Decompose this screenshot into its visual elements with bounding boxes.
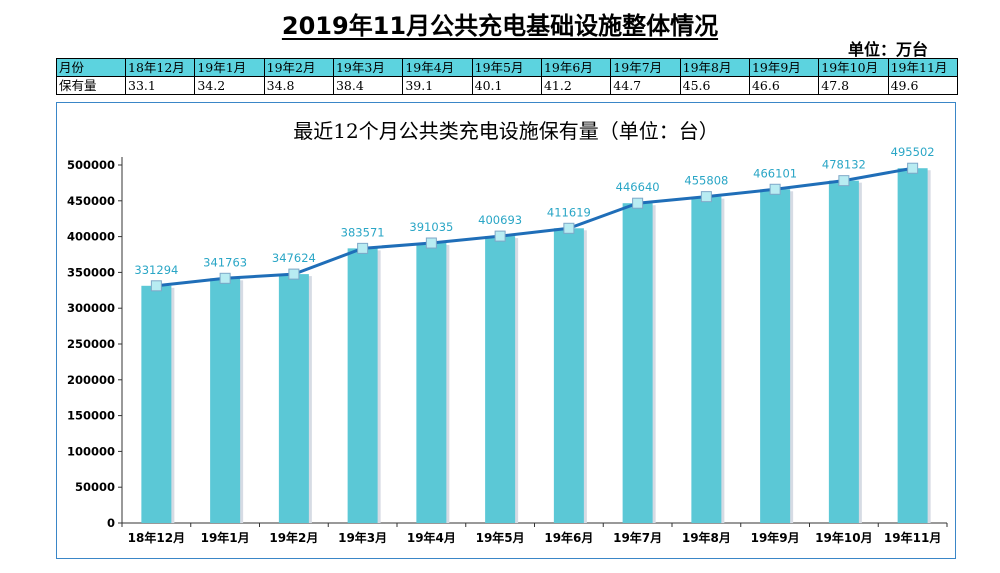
x-tick-label: 19年5月 [476, 530, 525, 545]
bar [210, 278, 241, 523]
bar [141, 285, 172, 523]
table-value-cell: 46.6 [748, 76, 820, 95]
line-marker [219, 272, 231, 284]
x-tick-label: 19年4月 [407, 530, 456, 545]
line-marker [769, 183, 781, 195]
line-marker [563, 222, 575, 234]
table-month-cell: 19年10月 [818, 58, 889, 77]
bar [347, 248, 378, 523]
table-month-cell: 19年4月 [402, 58, 473, 77]
y-tick-label: 0 [107, 516, 115, 530]
x-tick-label: 19年8月 [682, 530, 731, 545]
line-marker [907, 162, 919, 174]
data-label: 446640 [616, 180, 660, 194]
x-tick-label: 19年3月 [338, 530, 387, 545]
table-month-cell: 19年1月 [194, 58, 265, 77]
y-tick-label: 450000 [67, 194, 115, 208]
data-label: 400693 [478, 213, 522, 227]
table-value-cell: 40.1 [471, 76, 542, 95]
page-title-text: 2019年11月公共充电基础设施整体情况 [281, 12, 719, 40]
summary-table: 月份 18年12月 19年1月 19年2月 19年3月 19年4月 19年5月 19年6月 1… [56, 58, 959, 95]
summary-value-row: 保有量 33.1 34.2 34.8 38.4 39.1 40.1 41.2 44.7 45.6… [56, 76, 959, 95]
table-value-cell: 45.6 [679, 76, 750, 95]
data-label: 341763 [203, 255, 247, 269]
data-label: 478132 [822, 158, 866, 172]
table-month-cell: 19年9月 [748, 58, 820, 77]
table-value-cell: 34.2 [194, 76, 265, 95]
x-tick-label: 19年2月 [269, 530, 318, 545]
table-month-cell: 19年8月 [679, 58, 750, 77]
y-tick-label: 300000 [67, 301, 115, 315]
x-tick-label: 19年9月 [751, 530, 800, 545]
y-tick-label: 150000 [67, 409, 115, 423]
line-marker [700, 191, 712, 203]
bar [278, 274, 309, 523]
data-label: 347624 [272, 251, 316, 265]
bar [760, 189, 791, 524]
y-tick-label: 50000 [75, 480, 115, 494]
bar [416, 243, 447, 524]
table-month-cell: 19年2月 [263, 58, 334, 77]
table-value-cell: 38.4 [332, 76, 404, 95]
bar [691, 196, 722, 523]
month-row-label: 月份 [56, 58, 126, 77]
line-marker [838, 175, 850, 187]
line-marker [288, 268, 300, 280]
bar [485, 236, 516, 523]
line-marker [494, 230, 506, 242]
y-tick-label: 250000 [67, 337, 115, 351]
data-label: 383571 [341, 225, 385, 239]
unit-label: 单位：万台 [847, 40, 928, 59]
page-title: 2019年11月公共充电基础设施整体情况 [0, 6, 1000, 41]
x-tick-label: 19年1月 [201, 530, 250, 545]
data-label: 455808 [684, 174, 728, 188]
chart-panel: 最近12个月公共类充电设施保有量（单位：台） 0 50000 100000 15000… [56, 102, 956, 559]
bar-line-chart: 0 50000 100000 150000 200000 250000 300000 3500… [67, 145, 948, 545]
y-tick-label: 350000 [67, 265, 115, 279]
table-value-cell: 39.1 [402, 76, 473, 95]
table-month-cell: 18年12月 [124, 58, 196, 77]
summary-month-row: 月份 18年12月 19年1月 19年2月 19年3月 19年4月 19年5月 19年6月 1… [56, 58, 959, 77]
table-month-cell: 19年6月 [540, 58, 612, 77]
table-value-cell: 44.7 [610, 76, 681, 95]
table-value-cell: 41.2 [540, 76, 612, 95]
chart-title: 最近12个月公共类充电设施保有量（单位：台） [293, 119, 719, 143]
line-marker [150, 280, 162, 292]
table-month-cell: 19年3月 [332, 58, 404, 77]
bar [897, 168, 928, 523]
table-value-cell: 49.6 [887, 76, 959, 95]
x-tick-label: 18年12月 [128, 530, 185, 545]
line-marker [632, 197, 644, 209]
data-label: 331294 [134, 263, 178, 277]
data-label: 391035 [409, 220, 453, 234]
line-marker [357, 242, 369, 254]
table-value-cell: 33.1 [124, 76, 196, 95]
data-label: 411619 [547, 205, 591, 219]
data-label: 495502 [891, 145, 935, 159]
data-label: 466101 [753, 166, 797, 180]
table-month-cell: 19年5月 [471, 58, 542, 77]
table-month-cell: 19年11月 [887, 58, 959, 77]
table-month-cell: 19年7月 [610, 58, 681, 77]
series-line [156, 166, 913, 288]
bar [553, 228, 584, 523]
y-tick-label: 500000 [67, 158, 115, 172]
x-tick-label: 19年10月 [815, 530, 872, 545]
table-value-cell: 47.8 [818, 76, 889, 95]
bar [622, 203, 653, 523]
y-tick-label: 400000 [67, 230, 115, 244]
line-marker [425, 237, 437, 249]
y-tick-label: 100000 [67, 444, 115, 458]
table-value-cell: 34.8 [263, 76, 334, 95]
value-row-label: 保有量 [56, 76, 126, 95]
x-tick-label: 19年6月 [544, 530, 593, 545]
bar [828, 180, 859, 524]
y-tick-label: 200000 [67, 373, 115, 387]
x-tick-label: 19年11月 [884, 530, 941, 545]
x-tick-label: 19年7月 [613, 530, 662, 545]
